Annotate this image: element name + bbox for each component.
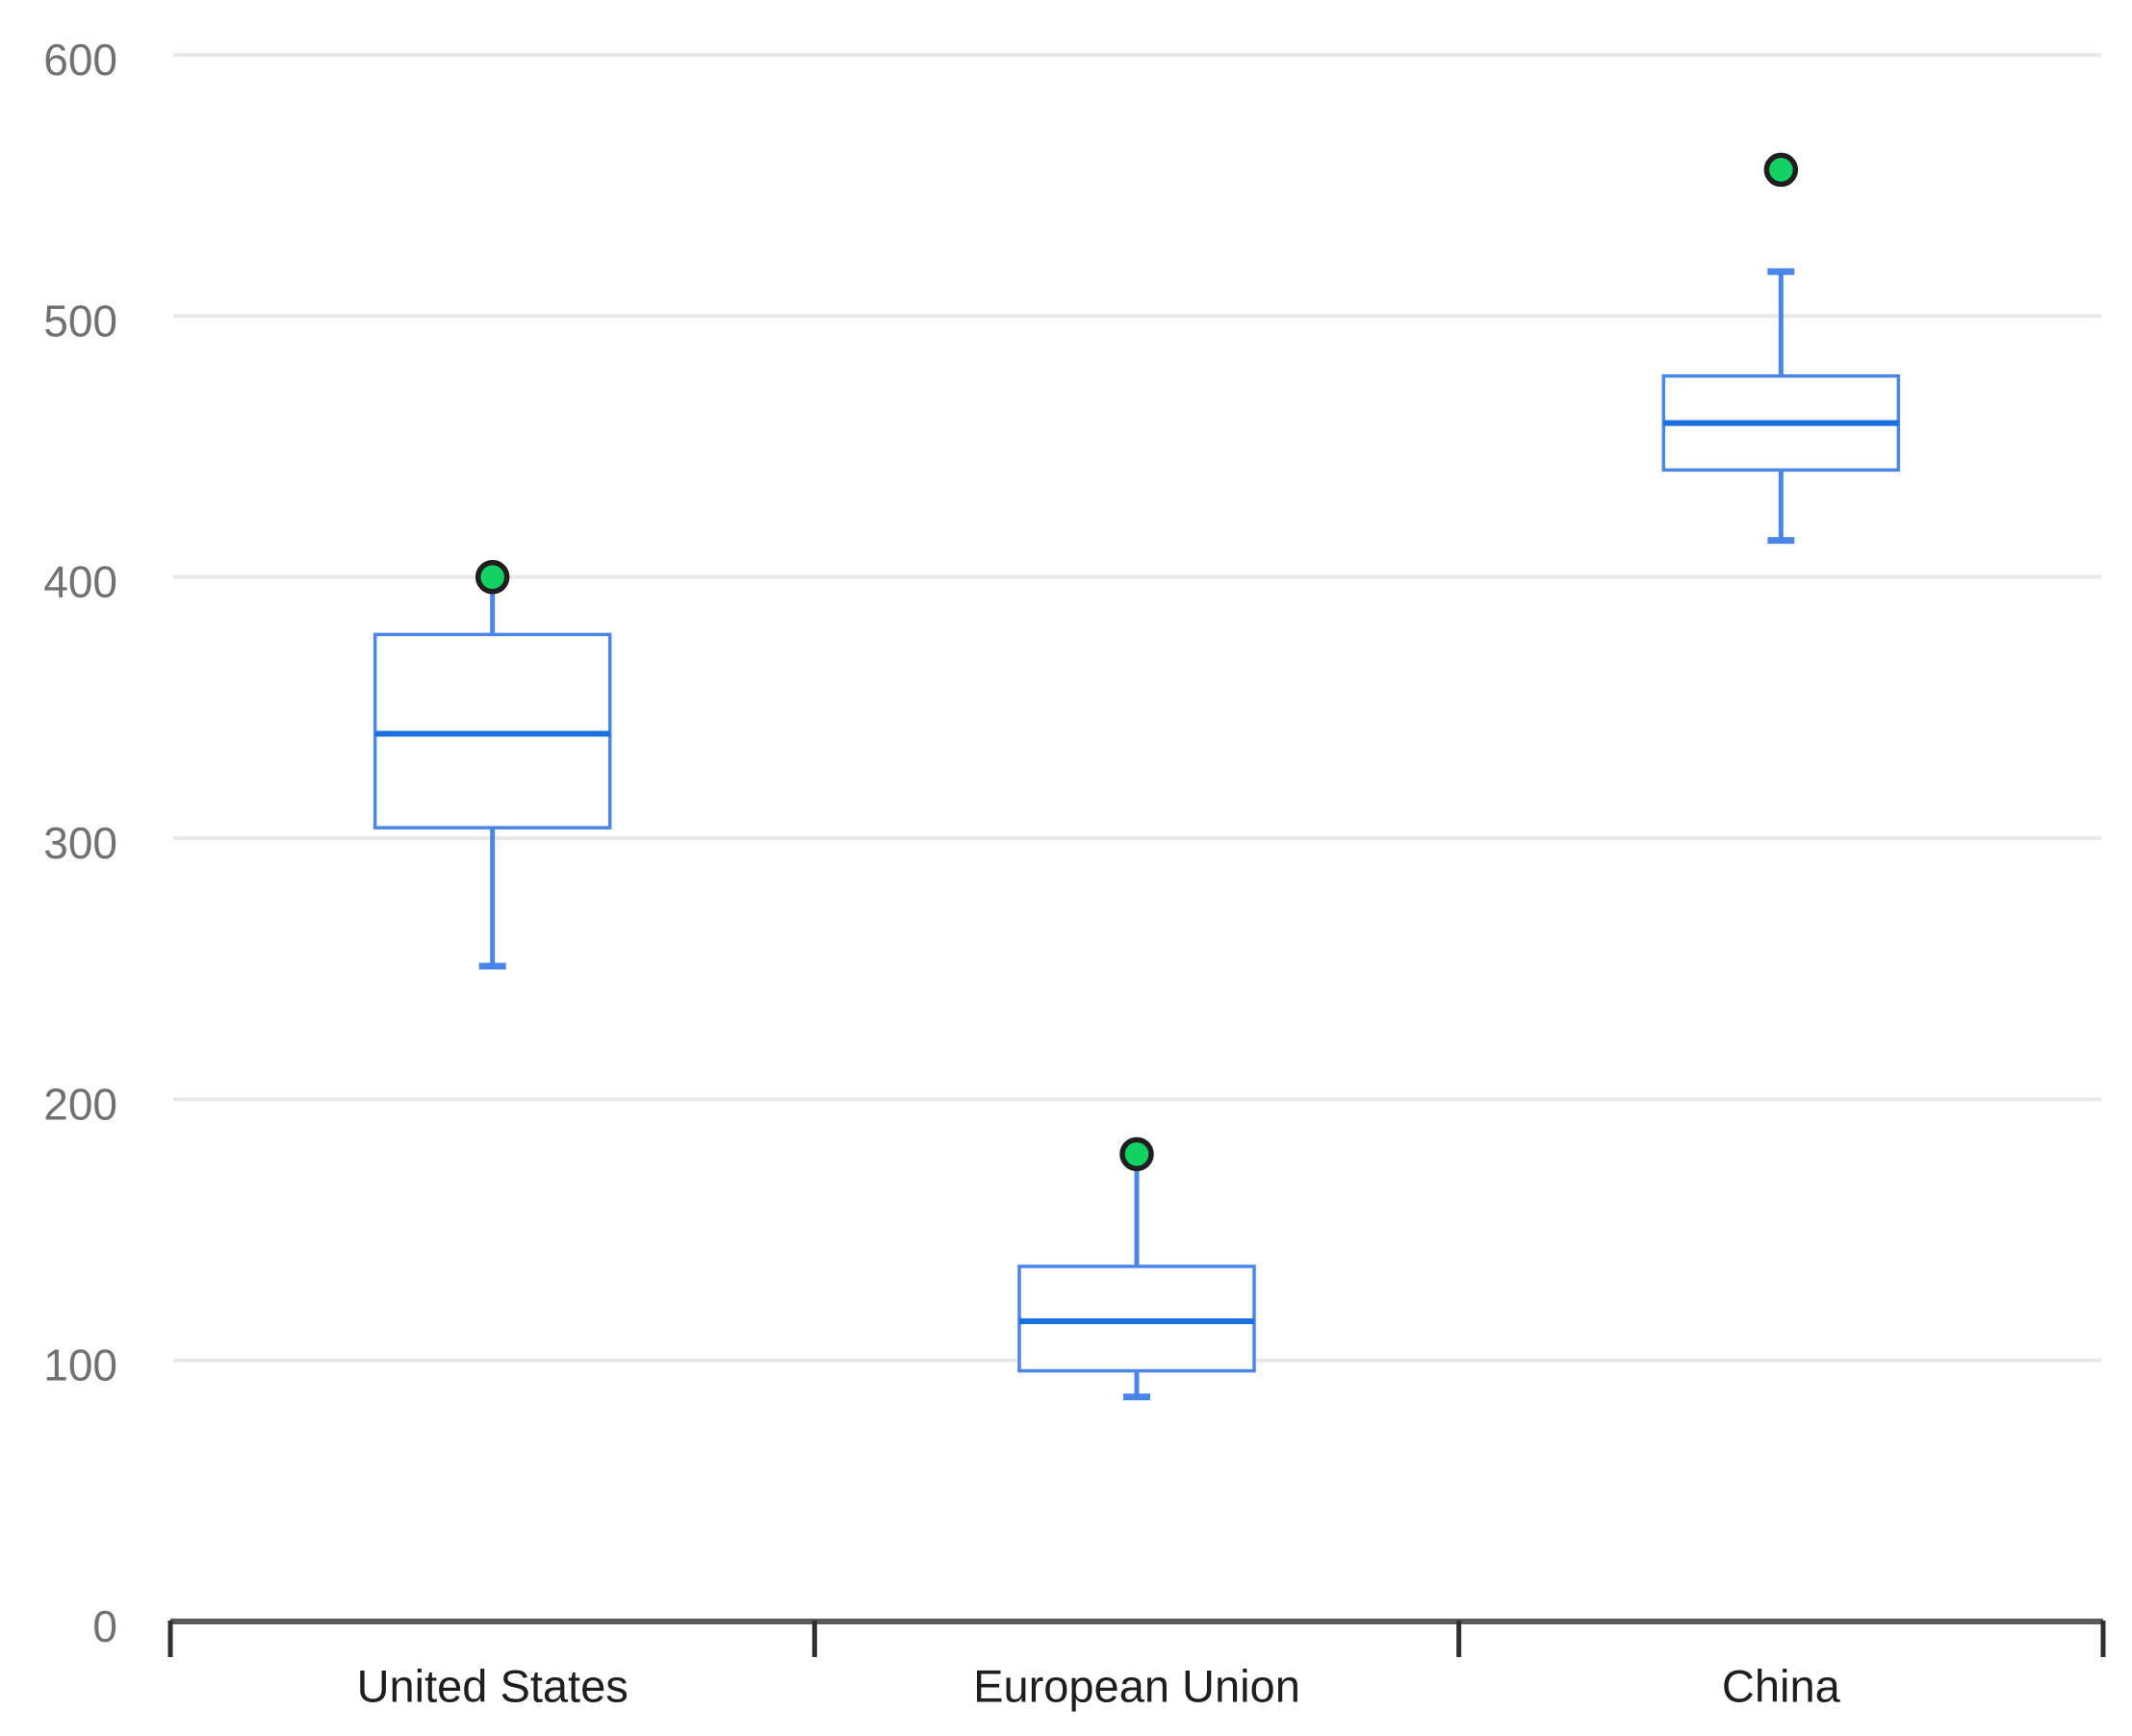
y-axis-label-0: 0 [92, 1601, 117, 1651]
category-label-european-union: European Union [973, 1661, 1300, 1712]
y-axis-label-600: 600 [43, 35, 117, 85]
data-point-china [1763, 152, 1799, 188]
data-point-united-states [475, 559, 510, 595]
y-axis-label-300: 300 [43, 818, 117, 868]
boxplot-european-union [1017, 1136, 1256, 1401]
boxplot-united-states [372, 559, 612, 970]
data-point-european-union [1119, 1136, 1154, 1172]
y-axis-label-400: 400 [43, 557, 117, 607]
boxplot-china [1661, 152, 1901, 545]
y-axis-label-100: 100 [43, 1340, 117, 1391]
category-label-united-states: United States [357, 1661, 629, 1712]
category-label-china: China [1722, 1661, 1841, 1712]
y-axis-label-200: 200 [43, 1079, 117, 1129]
y-axis-label-500: 500 [43, 295, 117, 345]
